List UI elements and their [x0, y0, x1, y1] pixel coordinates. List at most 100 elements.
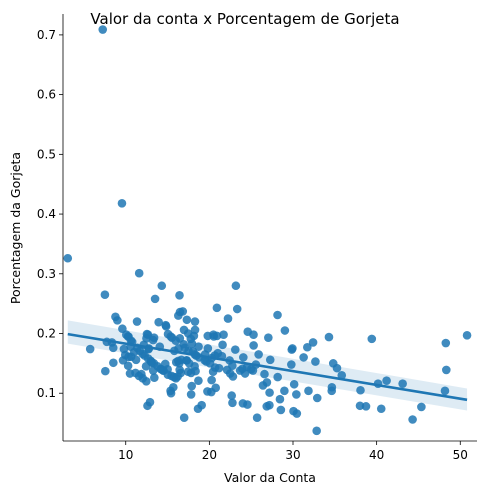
data-point	[273, 310, 282, 320]
data-point	[182, 315, 192, 325]
data-point	[288, 344, 297, 353]
data-point	[228, 398, 237, 408]
data-point	[239, 353, 248, 362]
data-point	[280, 326, 290, 335]
data-point	[243, 400, 252, 409]
x-ticks: 10 20 30 40 50	[118, 441, 468, 462]
data-point	[219, 330, 228, 340]
regression-line-path	[67, 332, 468, 402]
data-point	[117, 199, 127, 208]
data-point	[441, 338, 451, 348]
y-tick-label: 0.6	[37, 88, 56, 102]
data-point	[273, 372, 282, 382]
regression-line	[67, 332, 468, 402]
data-point	[275, 394, 285, 404]
data-point	[207, 375, 216, 385]
data-point	[312, 393, 322, 403]
data-point	[178, 307, 188, 316]
data-point	[442, 365, 451, 375]
data-point	[63, 253, 73, 263]
data-point	[308, 338, 318, 347]
y-tick-label: 0.2	[37, 327, 56, 341]
data-point	[100, 290, 110, 299]
confidence-band	[67, 320, 468, 411]
data-point	[150, 294, 160, 304]
data-point	[332, 363, 342, 373]
data-point	[223, 314, 233, 323]
y-axis-label: Porcentagem da Gorjeta	[8, 152, 23, 304]
data-point	[123, 361, 133, 371]
axes	[62, 14, 477, 442]
data-point	[260, 369, 269, 379]
data-point	[211, 383, 221, 393]
confidence-band-area	[67, 320, 468, 411]
data-point	[194, 342, 203, 351]
data-point	[113, 316, 122, 325]
data-point	[303, 342, 312, 352]
data-point	[142, 376, 151, 386]
y-tick-label: 0.5	[37, 147, 56, 161]
data-point	[231, 281, 241, 291]
data-point	[197, 400, 206, 410]
data-point	[240, 369, 250, 378]
data-point	[190, 325, 200, 335]
y-tick-label: 0.7	[37, 28, 56, 42]
data-point	[212, 303, 222, 313]
data-point	[249, 330, 258, 340]
data-point	[265, 388, 274, 397]
data-point	[191, 366, 200, 376]
x-tick-label: 50	[453, 448, 468, 462]
data-point	[356, 385, 365, 395]
y-tick-label: 0.1	[37, 386, 56, 400]
data-point	[280, 386, 289, 396]
data-point	[254, 350, 263, 359]
data-point	[145, 397, 155, 407]
data-point	[132, 317, 142, 326]
data-point	[462, 331, 472, 340]
data-point	[312, 426, 321, 436]
x-tick-label: 30	[285, 448, 300, 462]
y-tick-label: 0.4	[37, 207, 56, 221]
data-point	[149, 333, 159, 342]
data-point	[175, 290, 184, 300]
data-point	[157, 281, 167, 291]
data-point	[408, 415, 417, 424]
data-point	[265, 355, 275, 365]
data-point	[398, 379, 407, 388]
data-point	[230, 345, 240, 354]
data-point	[218, 340, 227, 350]
data-point	[150, 373, 159, 383]
y-tick-label: 0.3	[37, 267, 56, 281]
data-point	[417, 402, 426, 412]
data-point	[228, 372, 238, 381]
data-point	[249, 341, 258, 350]
data-point	[186, 390, 196, 399]
data-point	[376, 404, 386, 414]
data-point	[187, 339, 197, 348]
data-point	[214, 363, 224, 373]
data-point	[131, 355, 141, 365]
data-point	[101, 366, 110, 376]
data-point	[203, 344, 213, 353]
data-point	[98, 25, 108, 34]
data-point	[440, 386, 450, 396]
data-point	[327, 382, 337, 392]
data-point	[169, 382, 178, 392]
data-point	[176, 368, 186, 378]
data-point	[276, 405, 286, 415]
data-point	[212, 331, 222, 341]
data-point	[228, 361, 237, 371]
data-point	[232, 304, 242, 314]
data-point	[252, 413, 262, 423]
data-point	[337, 371, 347, 380]
data-point	[265, 400, 274, 410]
x-tick-label: 40	[369, 448, 384, 462]
data-point	[264, 333, 273, 342]
data-point	[367, 334, 377, 344]
data-point	[311, 357, 320, 366]
data-point	[134, 268, 144, 278]
data-point	[109, 358, 118, 368]
chart-title: Valor da conta x Porcentagem de Gorjeta	[90, 10, 399, 28]
data-point	[179, 413, 189, 423]
